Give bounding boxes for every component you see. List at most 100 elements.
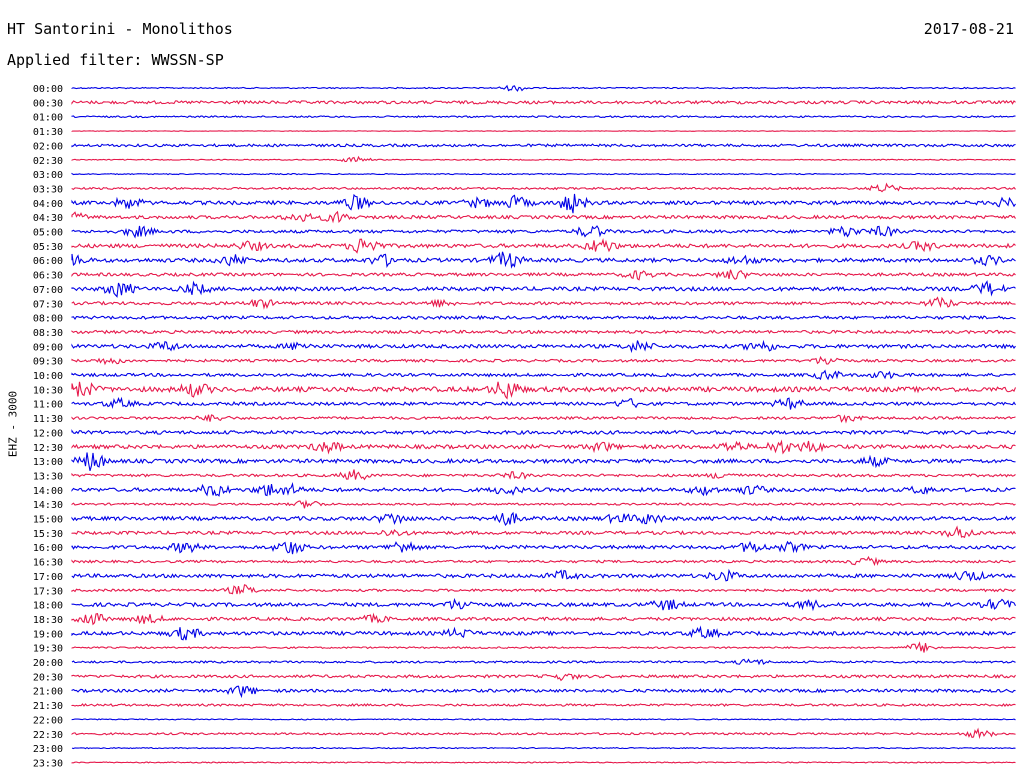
trace-line (71, 339, 1016, 354)
time-label: 11:00 (33, 400, 63, 411)
trace-line (71, 296, 1016, 310)
trace-line (71, 439, 1016, 455)
time-label: 18:00 (33, 601, 63, 612)
time-label: 15:00 (33, 515, 63, 526)
time-label: 10:30 (33, 385, 63, 396)
trace-line (71, 329, 1016, 335)
trace-line (71, 143, 1016, 148)
trace-line (71, 414, 1016, 424)
trace-line (71, 499, 1016, 509)
time-label: 18:30 (33, 615, 63, 626)
time-label: 21:30 (33, 701, 63, 712)
trace-line (71, 314, 1016, 321)
trace-line (71, 115, 1016, 119)
trace-line (71, 381, 1017, 400)
trace-line (71, 703, 1016, 708)
time-label: 12:00 (33, 428, 63, 439)
time-label: 08:00 (33, 314, 63, 325)
trace-line (71, 469, 1016, 481)
time-label: 11:30 (33, 414, 63, 425)
trace-line (71, 355, 1016, 366)
time-label: 02:30 (33, 156, 63, 167)
time-label: 06:30 (33, 271, 63, 282)
time-label: 20:30 (33, 672, 63, 683)
time-label: 07:00 (33, 285, 63, 296)
filter-label: Applied filter: WWSSN-SP (7, 51, 224, 69)
time-label: 17:00 (33, 572, 63, 583)
trace-line (71, 761, 1016, 764)
trace-line (71, 452, 1016, 471)
time-label: 13:30 (33, 471, 63, 482)
trace-line (71, 555, 1016, 567)
time-label: 01:00 (33, 113, 63, 124)
time-label: 15:30 (33, 529, 63, 540)
trace-line (71, 155, 1016, 163)
time-label: 14:30 (33, 500, 63, 511)
time-label: 01:30 (33, 127, 63, 138)
time-label: 04:30 (33, 213, 63, 224)
time-label: 03:30 (33, 184, 63, 195)
time-label: 07:30 (33, 299, 63, 310)
trace-line (71, 641, 1016, 653)
trace-line (71, 597, 1016, 612)
trace-line (71, 99, 1016, 105)
time-label: 09:00 (33, 342, 63, 353)
time-label: 04:00 (33, 199, 63, 210)
time-label: 10:00 (33, 371, 63, 382)
time-label: 22:00 (33, 715, 63, 726)
trace-line (71, 727, 1016, 740)
trace-line (71, 746, 1016, 750)
trace-line (71, 238, 1016, 254)
time-label: 03:00 (33, 170, 63, 181)
trace-line (71, 525, 1016, 539)
trace-line (71, 210, 1016, 224)
time-label: 23:30 (33, 758, 63, 769)
trace-line (71, 540, 1016, 555)
trace-line (71, 625, 1016, 641)
time-label: 14:00 (33, 486, 63, 497)
trace-line (71, 658, 1016, 666)
trace-line (71, 429, 1016, 436)
trace-line (71, 612, 1016, 626)
trace-line (71, 251, 1016, 269)
time-label: 05:30 (33, 242, 63, 253)
time-label: 17:30 (33, 586, 63, 597)
time-label: 16:00 (33, 543, 63, 554)
trace-line (71, 718, 1016, 721)
trace-line (71, 673, 1016, 682)
trace-line (71, 685, 1016, 699)
time-label: 12:30 (33, 443, 63, 454)
trace-line (71, 511, 1016, 527)
time-label: 05:00 (33, 228, 63, 239)
time-label: 19:30 (33, 644, 63, 655)
trace-line (71, 225, 1016, 239)
time-label: 09:30 (33, 357, 63, 368)
time-label: 22:30 (33, 730, 63, 741)
time-label: 00:30 (33, 98, 63, 109)
time-label: 02:00 (33, 141, 63, 152)
trace-line (71, 269, 1016, 281)
time-label: 21:00 (33, 687, 63, 698)
trace-line (71, 84, 1016, 92)
time-label: 13:00 (33, 457, 63, 468)
trace-line (71, 369, 1016, 381)
time-label: 06:00 (33, 256, 63, 267)
time-label: 20:00 (33, 658, 63, 669)
time-label: 00:00 (33, 84, 63, 95)
time-label: 23:00 (33, 744, 63, 755)
time-label: 08:30 (33, 328, 63, 339)
station-title: HT Santorini - Monolithos (7, 20, 233, 38)
record-date: 2017-08-21 (923, 20, 1014, 38)
trace-line (71, 584, 1016, 595)
trace-line (71, 280, 1016, 298)
trace-line (71, 481, 1016, 497)
trace-line (71, 172, 1016, 176)
trace-line (71, 193, 1016, 214)
trace-line (71, 568, 1016, 582)
trace-line (71, 396, 1016, 410)
time-label: 16:30 (33, 558, 63, 569)
time-label: 19:00 (33, 629, 63, 640)
trace-line (71, 182, 1016, 193)
trace-line (71, 130, 1016, 132)
